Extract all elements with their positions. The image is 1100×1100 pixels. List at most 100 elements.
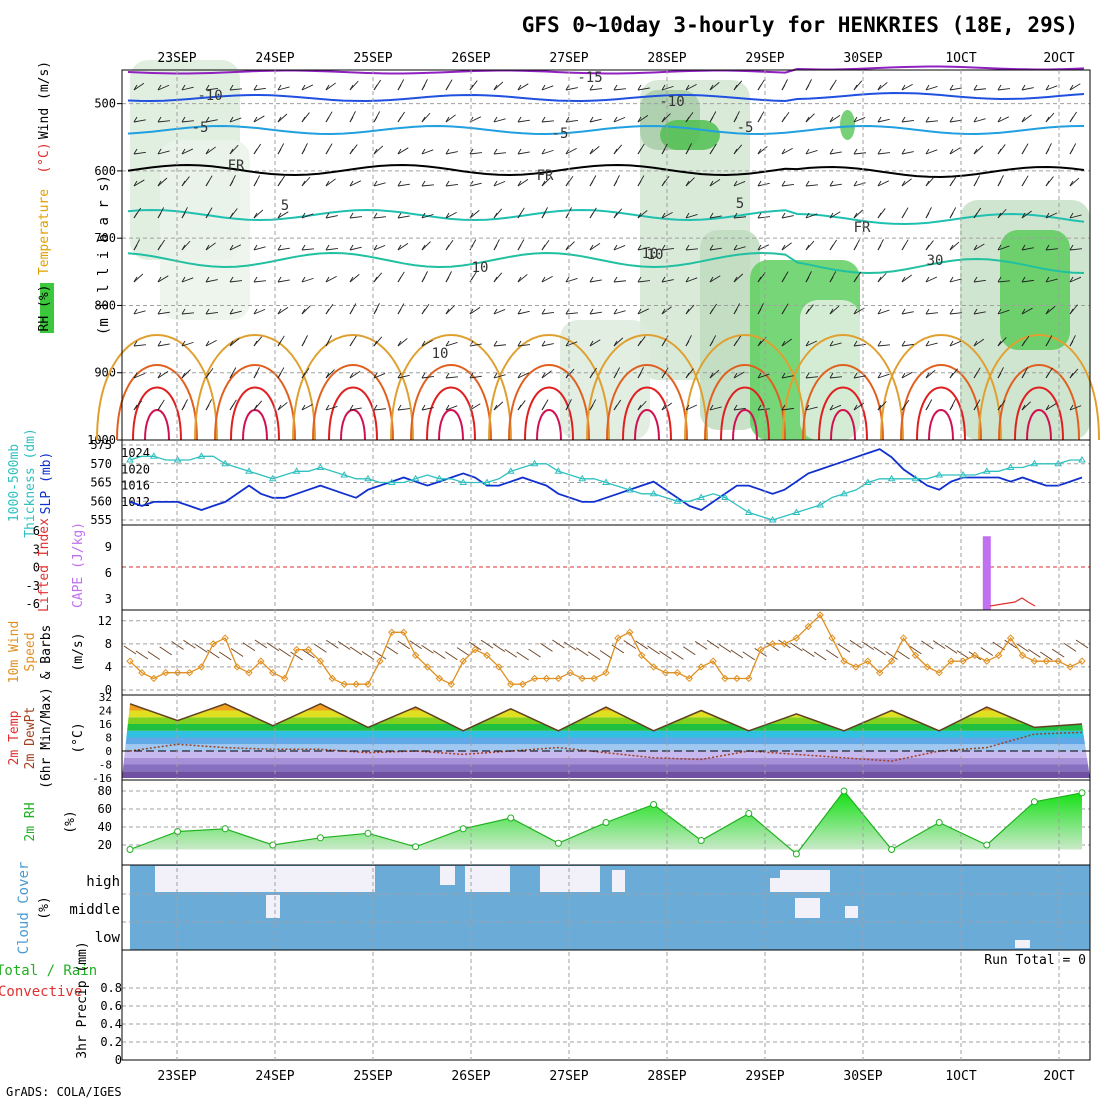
wind-barb (925, 276, 938, 283)
wind-barb (445, 184, 458, 187)
wind-barb (973, 311, 986, 315)
wind-barb (613, 280, 626, 283)
wind-speed-point (1078, 657, 1086, 665)
wind-barb (973, 243, 985, 251)
wind-barb-flag (661, 148, 666, 155)
wind-barb-flag (757, 148, 762, 155)
wind-barb-flag (637, 212, 642, 219)
wind-barb-flag (1021, 372, 1026, 379)
thickness-point (364, 474, 372, 482)
wind-barb (266, 642, 280, 652)
wind-barb (133, 372, 146, 379)
wind-barb-flag (901, 116, 906, 123)
wind-barb (301, 404, 313, 411)
date-label-top: 2OCT (1043, 51, 1074, 66)
wind-barb (949, 87, 962, 91)
li-tick-label: -3 (26, 579, 40, 593)
wind-barb-flag (493, 276, 498, 283)
wind-speed-point (554, 674, 563, 683)
date-label-bottom: 24SEP (255, 1069, 294, 1084)
wind-barb-flag (517, 308, 522, 315)
temperature-contour-warm (704, 364, 786, 441)
temp-band (122, 751, 1090, 758)
wind-barb (973, 338, 985, 347)
wind-barb (349, 407, 362, 411)
wind-barb (157, 370, 169, 379)
wind-barb (277, 211, 289, 219)
wind-barb-flag (853, 212, 858, 219)
wind-barb (949, 241, 960, 251)
wind-barb-flag (733, 148, 738, 155)
wind-barb-flag (373, 404, 378, 411)
wind-barb (733, 273, 744, 283)
thickness-tick-label: 565 (90, 476, 112, 490)
chart-title: GFS 0~10day 3-hourly for HENKRIES (18E, … (522, 13, 1078, 37)
temperature-contour-warm (488, 334, 610, 441)
wind-barb-flag (973, 116, 978, 123)
wind-barb-flag (877, 372, 882, 379)
wind-barb-flag (613, 180, 618, 187)
wind-barb-flag (925, 84, 930, 91)
wind-speed-point (685, 674, 694, 683)
wind-barb (1016, 643, 1029, 653)
wind-barb-flag (685, 84, 690, 91)
wind-barb-flag (685, 148, 690, 155)
slp-tick-label: 1016 (121, 479, 150, 493)
wind-barb-flag (637, 148, 642, 155)
wind-barb-flag (805, 180, 810, 187)
wind-barb-flag (541, 148, 546, 155)
temperature-contour-warm (928, 409, 954, 441)
pressure-tick-label: 600 (94, 164, 116, 178)
wind-barb-flag (709, 212, 714, 219)
wind-barb (589, 146, 600, 155)
slp-tick-label: 1020 (121, 462, 150, 476)
thickness-point (268, 474, 277, 482)
wind-barb (181, 86, 194, 91)
wind-barb (195, 643, 208, 653)
wind-barb-flag (805, 340, 810, 347)
wind-barb (385, 645, 399, 655)
contour-label: FR (537, 168, 554, 184)
thickness-point (316, 463, 325, 470)
wind-barb-flag (781, 340, 786, 347)
wind-barb-flag (349, 84, 354, 91)
wind-barb (421, 184, 434, 187)
temperature-contour-warm (732, 409, 758, 441)
wind-barb-flag (973, 404, 978, 411)
rh-point (792, 850, 800, 858)
temp-band (122, 757, 1090, 765)
wind-speed-point (292, 645, 301, 654)
wind-barb-flag (253, 212, 258, 219)
wind-barb (421, 644, 434, 654)
wind-barb-flag (685, 404, 690, 411)
wind-barb (637, 280, 650, 283)
wind-barb-flag (613, 340, 618, 347)
wind-barb (445, 211, 457, 219)
wind-barb-flag (829, 116, 834, 123)
wind-barb (147, 651, 161, 660)
wind-barb (709, 275, 721, 283)
wind-barb-flag (997, 340, 1002, 347)
wind-barb (921, 640, 934, 650)
contour-label: 10 (432, 346, 449, 362)
wind-barb-flag (877, 404, 882, 411)
wind-barb (157, 275, 169, 283)
wind-barb-flag (397, 180, 402, 187)
wind-speed-point (471, 645, 479, 654)
date-label-bottom: 26SEP (451, 1069, 490, 1084)
wind-barb (301, 213, 314, 219)
date-label-top: 23SEP (157, 51, 196, 66)
wind-barb-flag (733, 84, 738, 91)
wind-barb-flag (877, 212, 882, 219)
wind-barb-flag (589, 372, 594, 379)
wind-barb-flag (709, 308, 714, 315)
wind-barb-flag (1069, 212, 1074, 219)
cloud-cover-label: Cloud Cover (16, 862, 32, 955)
wind-speed-point (614, 634, 622, 642)
temperature-contour-warm (116, 364, 198, 441)
wind-speed-point (447, 680, 456, 688)
date-label-bottom: 23SEP (157, 1069, 196, 1084)
wind-barb-flag (565, 340, 570, 347)
wind-barb-flag (565, 404, 570, 411)
wind-barb-flag (589, 116, 594, 123)
